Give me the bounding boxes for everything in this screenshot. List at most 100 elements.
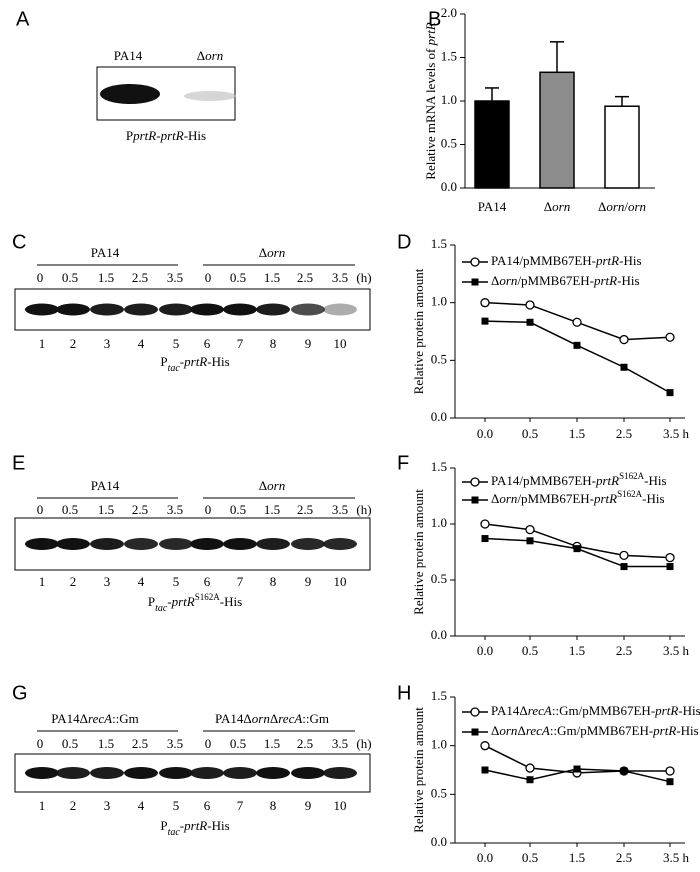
time-label: 3.5	[332, 736, 348, 751]
blot-band	[124, 767, 158, 779]
time-label: 3.5	[332, 270, 348, 285]
text-part: recA	[88, 711, 112, 726]
text-part: Δ	[491, 273, 499, 288]
y-tick-label: 1.5	[441, 48, 457, 63]
blot-band	[90, 303, 124, 316]
marker	[525, 300, 535, 310]
x-tick-label: 0.0	[477, 426, 493, 441]
lane-number: 7	[237, 798, 244, 813]
lane-number: 6	[204, 336, 211, 351]
time-label: 1.5	[264, 502, 280, 517]
marker	[619, 550, 629, 561]
group-label: PA14	[91, 245, 120, 260]
blot-band	[56, 303, 90, 316]
time-label: 0.5	[230, 270, 246, 285]
text-part: -His	[676, 723, 698, 738]
lane-number: 3	[104, 336, 111, 351]
blot-caption: Ptac-prtR-His	[160, 354, 229, 374]
time-label: 0	[205, 736, 212, 751]
marker	[526, 537, 534, 545]
time-label: 0.5	[230, 736, 246, 751]
text-part: orn	[499, 273, 517, 288]
group-label: Δorn	[259, 245, 285, 260]
y-tick-label: 0.0	[431, 409, 447, 424]
lane-number: 7	[237, 574, 244, 589]
panel-letter: C	[12, 231, 26, 253]
text-part: prtR	[652, 723, 676, 738]
text-part: PA14Δ	[491, 703, 528, 718]
lane-number: 10	[334, 336, 347, 351]
blot-band	[56, 538, 90, 550]
blot-band	[124, 538, 158, 550]
blot-band	[159, 767, 193, 779]
x-tick-label: 0.5	[522, 643, 538, 658]
lane-number: 1	[39, 336, 46, 351]
text-part: tac	[168, 827, 181, 838]
text-part: -His	[642, 491, 664, 506]
y-axis-label: Relative protein amount	[411, 707, 426, 833]
text-part: S162A	[619, 471, 645, 481]
text-part: Relative mRNA levels of	[423, 45, 438, 179]
text-part: Δ	[197, 48, 205, 63]
text-part: orn	[252, 711, 270, 726]
text-part: /	[624, 199, 628, 214]
marker	[572, 317, 582, 327]
marker	[481, 535, 489, 543]
text-part: Δ	[259, 478, 267, 493]
text-part: orn	[606, 199, 624, 214]
y-tick-label: 0.5	[431, 351, 447, 366]
text-part: recA	[526, 723, 550, 738]
blot-band	[124, 303, 158, 316]
y-axis-label: Relative mRNA levels of prtR	[423, 22, 438, 179]
lane-number: 6	[204, 574, 211, 589]
text-part: orn	[499, 491, 517, 506]
time-label: 1.5	[98, 270, 114, 285]
text-part: -	[180, 818, 184, 833]
y-tick-label: 0.5	[431, 571, 447, 586]
panel-letter: G	[12, 682, 28, 704]
blot-band	[256, 767, 290, 779]
lane-number: 6	[204, 798, 211, 813]
lane-number: 8	[270, 574, 277, 589]
time-label: 0.5	[62, 736, 78, 751]
marker	[573, 545, 581, 553]
blot-band	[90, 538, 124, 550]
lane-number: 10	[334, 574, 347, 589]
bar	[474, 100, 510, 189]
bar	[604, 105, 640, 189]
y-tick-label: 1.0	[431, 737, 447, 752]
blot-band	[291, 767, 325, 779]
blot-band	[100, 84, 160, 104]
text-part: prtR	[183, 354, 207, 369]
text-part: orn	[267, 478, 285, 493]
time-label: 2.5	[132, 502, 148, 517]
text-part: ::Gm	[302, 711, 329, 726]
marker	[620, 563, 628, 571]
time-label: 3.5	[167, 270, 183, 285]
x-tick-label: 2.5	[616, 426, 632, 441]
blot-band	[190, 538, 224, 550]
marker	[665, 766, 675, 776]
blot-caption: PprtR-prtR-His	[126, 128, 206, 143]
text-part: -	[156, 128, 160, 143]
time-label: 2.5	[297, 502, 313, 517]
group-label: PA14ΔornΔrecA::Gm	[215, 711, 329, 726]
text-part: -His	[184, 128, 206, 143]
text-part: prtR	[593, 491, 617, 506]
panel-letter: F	[397, 452, 409, 474]
time-label: 0	[205, 502, 212, 517]
marker	[470, 257, 480, 267]
marker	[471, 278, 479, 286]
group-label: PA14	[91, 478, 120, 493]
lane-number: 5	[173, 798, 180, 813]
lane-number: 4	[138, 798, 145, 813]
time-label: 2.5	[132, 736, 148, 751]
text-part: prtR	[160, 128, 184, 143]
marker	[620, 363, 628, 371]
x-tick-label: 1.5	[569, 850, 585, 865]
marker	[480, 298, 490, 308]
time-label: 2.5	[297, 270, 313, 285]
lane-number: 7	[237, 336, 244, 351]
lane-number: 9	[305, 336, 312, 351]
text-part: tac	[168, 363, 181, 374]
